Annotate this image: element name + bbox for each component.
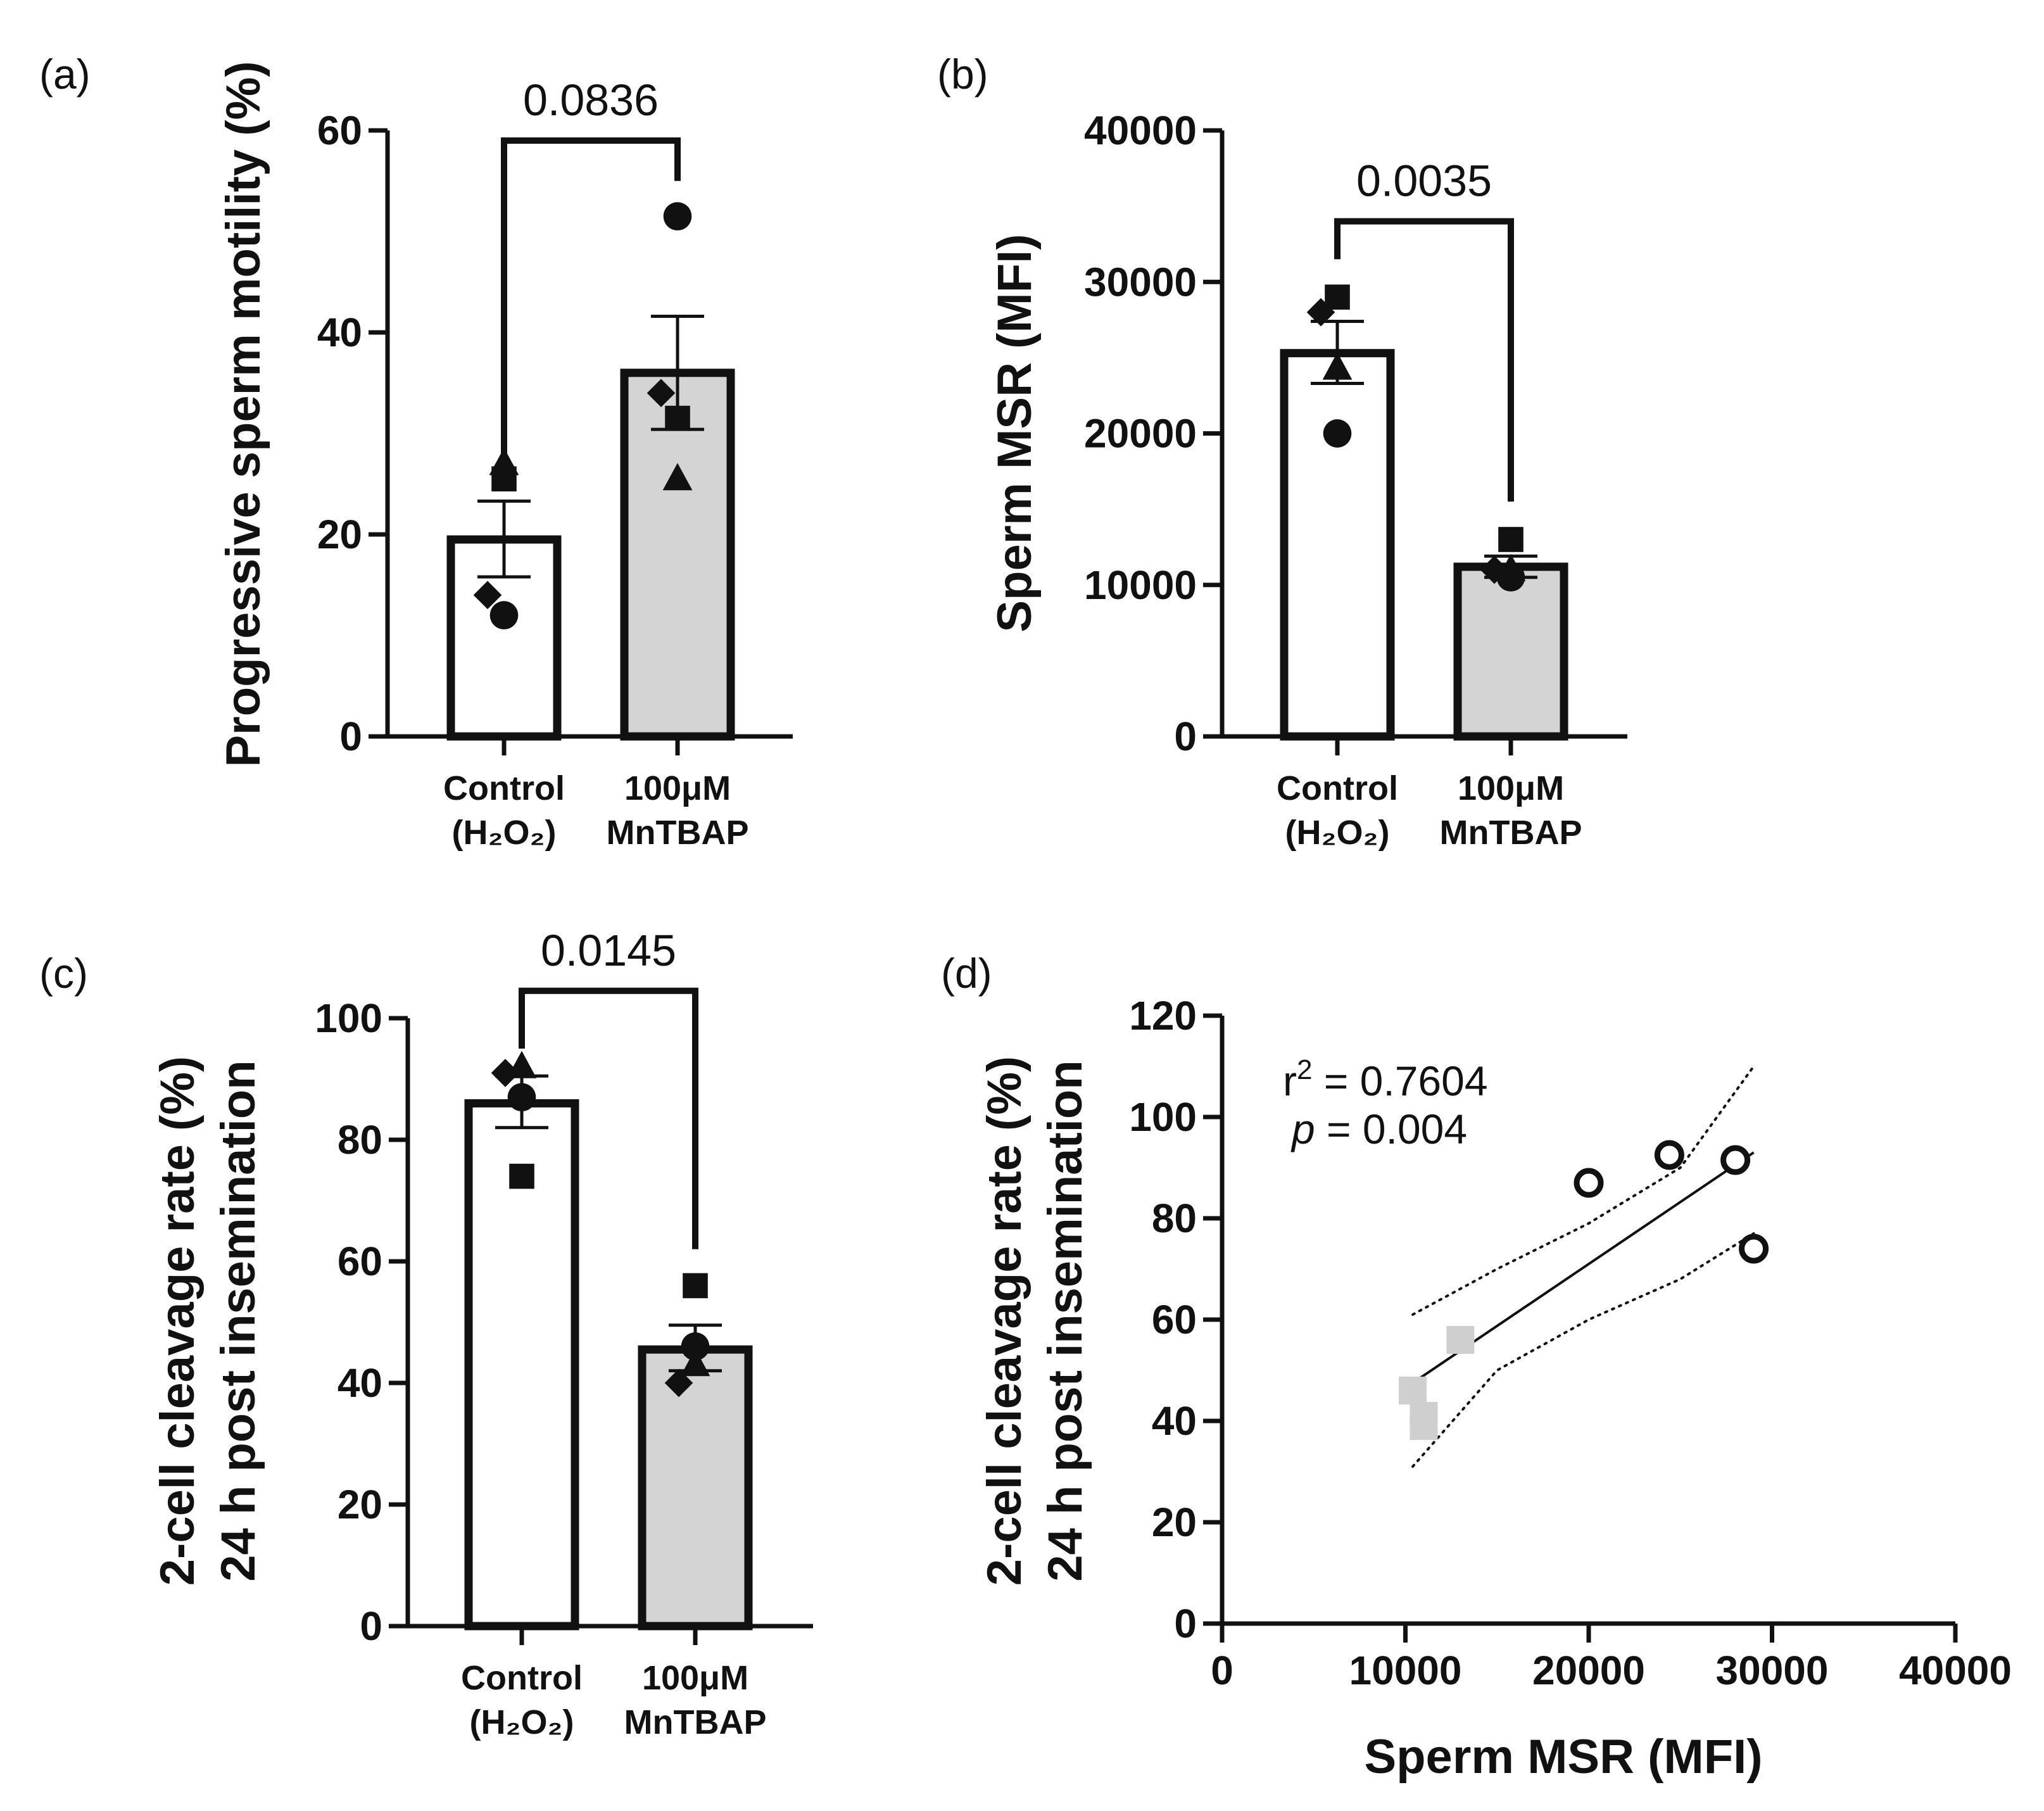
data-point-triangle bbox=[662, 463, 693, 491]
y-tick-label: 0 bbox=[339, 714, 362, 759]
data-point-diamond bbox=[664, 1368, 693, 1398]
data-point-square bbox=[683, 1273, 708, 1299]
data-point-circle bbox=[507, 1083, 536, 1112]
category-label-line1: 100μM bbox=[642, 1659, 748, 1697]
panel-label: (b) bbox=[937, 51, 988, 98]
category-label-line1: Control bbox=[1277, 769, 1398, 807]
y-tick-label: 40 bbox=[338, 1360, 382, 1406]
data-point-circle bbox=[663, 202, 692, 230]
p-value-label: 0.0035 bbox=[1356, 156, 1492, 206]
panel-a: (a) 0 20 40 60 Progressive sperm motility (%)… bbox=[39, 51, 793, 852]
y-tick-label: 40 bbox=[317, 310, 362, 355]
data-point-square bbox=[665, 405, 690, 431]
category-label-line2: (H₂O₂) bbox=[452, 814, 557, 852]
data-point-mntbap bbox=[1446, 1326, 1475, 1354]
y-tick-label: 0 bbox=[1174, 1601, 1197, 1646]
category-label-line1: 100μM bbox=[1458, 769, 1564, 807]
category-label-line2: MnTBAP bbox=[624, 1703, 767, 1741]
y-axis-label: Sperm MSR (MFI) bbox=[988, 234, 1042, 632]
data-point-control bbox=[1739, 1234, 1769, 1264]
data-point-mntbap bbox=[1410, 1412, 1438, 1440]
data-point-triangle bbox=[507, 1051, 537, 1078]
data-point-diamond bbox=[647, 379, 676, 408]
significance-bracket bbox=[1334, 218, 1514, 502]
y-tick-label: 20 bbox=[338, 1482, 382, 1527]
panel-label: (d) bbox=[941, 950, 992, 997]
panel-c: (c) 0 20 40 60 80 100 2-cell cleavage rate (%) 2… bbox=[39, 926, 813, 1741]
category-label-line1: Control bbox=[443, 769, 565, 807]
y-tick-label: 80 bbox=[1152, 1196, 1197, 1241]
category-label-line1: Control bbox=[461, 1659, 583, 1697]
data-point-triangle bbox=[1322, 352, 1353, 380]
y-tick-label: 20 bbox=[317, 512, 362, 557]
panel-label: (c) bbox=[39, 950, 88, 997]
y-tick-label: 100 bbox=[315, 995, 382, 1041]
y-tick-label: 10000 bbox=[1084, 562, 1197, 608]
data-point-square bbox=[1498, 527, 1524, 552]
y-tick-label: 20 bbox=[1152, 1499, 1197, 1545]
confidence-band-upper bbox=[1411, 1065, 1755, 1316]
data-point-control bbox=[1654, 1140, 1684, 1170]
data-point-diamond bbox=[473, 581, 502, 610]
y-tick-label: 120 bbox=[1129, 993, 1197, 1038]
significance-bracket bbox=[519, 987, 698, 1249]
x-tick-label: 0 bbox=[1211, 1648, 1233, 1693]
p-value-label: p = 0.004 bbox=[1290, 1106, 1467, 1152]
panel-d: (d) 0 20 40 60 80 100 120 0 10000 20000 30000 40000 2… bbox=[941, 950, 2012, 1784]
y-tick-label: 0 bbox=[360, 1603, 382, 1649]
data-point-diamond bbox=[491, 1059, 520, 1087]
data-point-diamond bbox=[1306, 298, 1335, 327]
category-label-line2: MnTBAP bbox=[1440, 814, 1582, 852]
y-tick-label: 60 bbox=[1152, 1297, 1197, 1342]
y-tick-label: 30000 bbox=[1084, 259, 1197, 305]
data-point-control bbox=[1720, 1145, 1751, 1175]
y-tick-label: 60 bbox=[317, 108, 362, 153]
panel-b: (b) 0 10000 20000 30000 40000 Sperm MSR (MFI) C… bbox=[937, 51, 1627, 852]
x-tick-label: 20000 bbox=[1532, 1648, 1645, 1693]
panel-label: (a) bbox=[39, 51, 91, 98]
data-point-triangle bbox=[1496, 553, 1526, 581]
category-label-line1: 100μM bbox=[624, 769, 731, 807]
y-tick-label: 40 bbox=[1152, 1398, 1197, 1444]
x-tick-label: 40000 bbox=[1899, 1648, 2012, 1693]
y-tick-label: 20000 bbox=[1084, 411, 1197, 457]
data-point-circle bbox=[489, 601, 519, 629]
category-label-line2: (H₂O₂) bbox=[470, 1703, 574, 1741]
y-axis-label-line1: 2-cell cleavage rate (%) bbox=[978, 1056, 1031, 1586]
y-tick-label: 100 bbox=[1129, 1094, 1197, 1140]
y-axis-label-line2: 24 h post insemination bbox=[211, 1060, 265, 1581]
y-axis-label-line1: 2-cell cleavage rate (%) bbox=[151, 1056, 205, 1586]
data-point-square bbox=[509, 1163, 534, 1189]
data-point-triangle bbox=[489, 448, 519, 476]
data-point-control bbox=[1574, 1168, 1604, 1198]
bar bbox=[1453, 562, 1568, 741]
data-point-square bbox=[1325, 284, 1350, 310]
p-value-label: 0.0145 bbox=[541, 926, 676, 975]
y-tick-label: 40000 bbox=[1084, 108, 1197, 153]
data-point-diamond bbox=[1480, 555, 1509, 584]
y-axis-label-line2: 24 h post insemination bbox=[1038, 1060, 1092, 1581]
x-axis-label: Sperm MSR (MFI) bbox=[1364, 1730, 1762, 1784]
category-label-line2: (H₂O₂) bbox=[1285, 814, 1390, 852]
category-label-line2: MnTBAP bbox=[607, 814, 749, 852]
data-point-circle bbox=[1323, 419, 1352, 448]
y-tick-label: 60 bbox=[338, 1239, 382, 1284]
confidence-band-lower bbox=[1411, 1232, 1755, 1468]
p-value-label: 0.0836 bbox=[523, 75, 659, 125]
bar bbox=[1280, 349, 1395, 741]
data-point-mntbap bbox=[1399, 1377, 1427, 1404]
x-tick-label: 10000 bbox=[1349, 1648, 1462, 1693]
bar bbox=[638, 1345, 753, 1631]
x-tick-label: 30000 bbox=[1716, 1648, 1829, 1693]
r-squared-label: r2 = 0.7604 bbox=[1283, 1054, 1488, 1104]
data-point-triangle bbox=[680, 1349, 710, 1377]
data-point-circle bbox=[681, 1332, 710, 1361]
y-tick-label: 80 bbox=[338, 1117, 382, 1163]
y-tick-label: 0 bbox=[1174, 714, 1197, 759]
y-axis-label: Progressive sperm motility (%) bbox=[217, 61, 270, 767]
significance-bracket bbox=[501, 137, 681, 454]
